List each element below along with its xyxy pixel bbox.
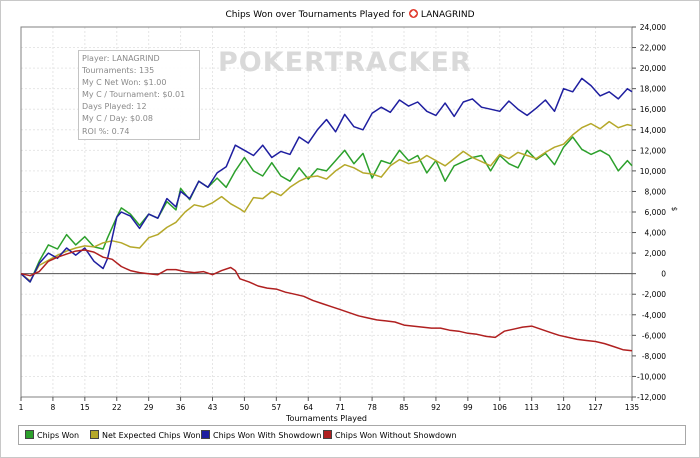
x-axis-label: Tournaments Played	[285, 414, 367, 423]
y-axis-label: $	[670, 206, 679, 212]
stats-box: Player: LANAGRIND Tournaments: 135 My C …	[78, 50, 200, 140]
stats-line: Player: LANAGRIND	[82, 54, 160, 63]
stats-line: My C / Day: $0.08	[82, 114, 153, 124]
y-tick-label: 14,000	[640, 126, 666, 135]
y-tick-label: -10,000	[637, 372, 666, 381]
stats-line: My C Net Won: $1.00	[82, 78, 167, 88]
legend: Chips Won Net Expected Chips Won Chips W…	[18, 425, 686, 445]
x-tick-label: 36	[176, 403, 186, 412]
legend-swatch	[323, 430, 332, 439]
y-tick-label: 22,000	[640, 44, 666, 53]
y-tick-label: 16,000	[640, 105, 666, 114]
stats-line: Tournaments: 135	[82, 66, 155, 76]
x-tick-label: 57	[272, 403, 282, 412]
legend-item-net-expected[interactable]: Net Expected Chips Won	[90, 430, 201, 440]
y-tick-label: 10,000	[640, 167, 666, 176]
watermark: POKERTRACKER	[218, 47, 472, 78]
legend-item-with-showdown[interactable]: Chips Won With Showdown	[201, 430, 322, 440]
y-tick-label: 2,000	[645, 249, 667, 258]
x-tick-label: 64	[303, 403, 313, 412]
legend-label: Net Expected Chips Won	[102, 431, 201, 440]
series-line-2	[20, 77, 633, 283]
y-tick-label: -12,000	[637, 393, 666, 402]
y-tick-label: 6,000	[645, 208, 667, 217]
y-tick-label: 12,000	[640, 146, 666, 155]
y-tick-label: 0	[661, 270, 666, 279]
series-line-1	[20, 120, 633, 282]
player-badge: LANAGRIND	[420, 10, 475, 20]
x-tick-label: 1	[19, 403, 24, 412]
pokertracker-logo-icon	[408, 9, 418, 18]
legend-label: Chips Won With Showdown	[213, 431, 322, 440]
y-tick-label: -4,000	[642, 311, 666, 320]
x-tick-label: 127	[588, 403, 603, 412]
legend-swatch	[25, 430, 34, 439]
x-tick-label: 8	[51, 403, 56, 412]
legend-swatch	[90, 430, 99, 439]
x-tick-label: 99	[463, 403, 473, 412]
x-tick-label: 43	[208, 403, 218, 412]
y-tick-label: -2,000	[642, 290, 666, 299]
series-line-0	[20, 136, 633, 283]
legend-label: Chips Won Without Showdown	[335, 431, 457, 440]
series-line-3	[20, 249, 633, 352]
stats-line: My C / Tournament: $0.01	[82, 90, 186, 100]
x-tick-label: 71	[335, 403, 345, 412]
y-tick-label: 20,000	[640, 64, 666, 73]
x-tick-label: 120	[556, 403, 571, 412]
x-tick-label: 50	[240, 403, 250, 412]
x-tick-label: 106	[493, 403, 508, 412]
chart-title: Chips Won over Tournaments Played for LAN…	[0, 9, 700, 20]
y-tick-label: -8,000	[642, 352, 666, 361]
y-tick-label: 8,000	[645, 187, 667, 196]
legend-item-chips-won[interactable]: Chips Won	[25, 430, 79, 440]
chart-title-text: Chips Won over Tournaments Played for	[225, 10, 405, 20]
x-tick-label: 92	[431, 403, 441, 412]
stats-line: ROI %: 0.74	[82, 126, 130, 136]
legend-swatch	[201, 430, 210, 439]
x-tick-label: 78	[367, 403, 377, 412]
x-tick-label: 135	[625, 403, 640, 412]
y-tick-label: 4,000	[645, 229, 667, 238]
y-tick-label: -6,000	[642, 331, 666, 340]
x-tick-label: 15	[80, 403, 90, 412]
legend-item-without-showdown[interactable]: Chips Won Without Showdown	[323, 430, 457, 440]
x-tick-label: 113	[525, 403, 540, 412]
x-tick-label: 22	[112, 403, 122, 412]
y-tick-label: 18,000	[640, 85, 666, 94]
x-tick-label: 29	[144, 403, 154, 412]
legend-label: Chips Won	[37, 431, 80, 440]
stats-line: Days Played: 12	[82, 102, 147, 112]
x-tick-label: 85	[399, 403, 409, 412]
y-tick-label: 24,000	[640, 23, 666, 32]
